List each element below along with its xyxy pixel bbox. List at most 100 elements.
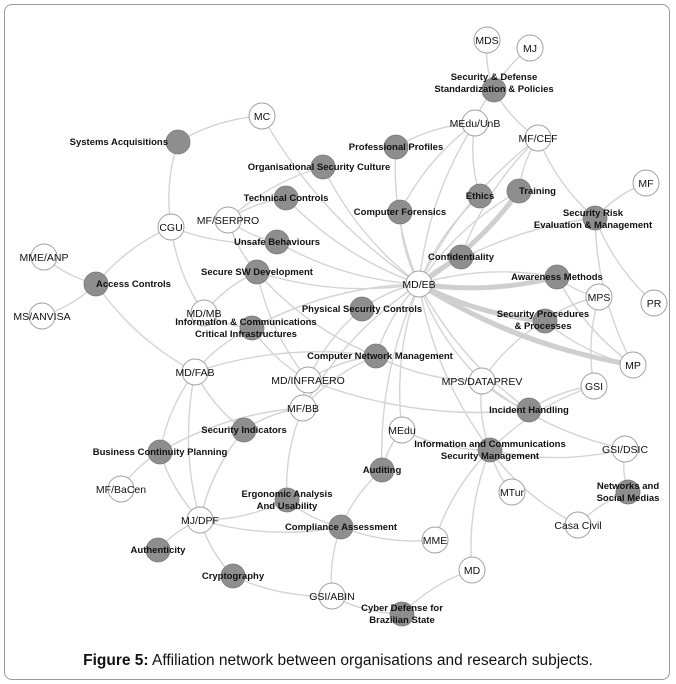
org-label: MEdu/UnB <box>450 118 501 130</box>
topic-label: Systems Acquisitions <box>70 137 168 148</box>
edge-OrgCult-MDEB <box>322 166 420 285</box>
org-circle <box>468 367 496 395</box>
topic-node-unsafe: Unsafe Behaviours <box>234 229 320 255</box>
topic-label: Security & Defense Standardization & Poli… <box>434 72 553 95</box>
org-node-mc: MC <box>248 102 276 130</box>
org-node-mj: MJ <box>516 34 544 62</box>
topic-label: Cyber Defense for Brazilian State <box>361 603 443 626</box>
topic-label: Networks and Social Medias <box>597 481 660 504</box>
org-label: MD <box>464 565 481 577</box>
topic-label: Security Indicators <box>201 425 287 436</box>
topic-circle <box>615 479 641 505</box>
org-label: MD/MB <box>187 308 222 320</box>
topic-node-ergo: Ergonomic Analysis And Usability <box>242 487 333 513</box>
org-label: MJ/DPF <box>181 515 219 527</box>
edge-TechCtrl-MDEB <box>285 197 420 285</box>
org-circle <box>564 511 592 539</box>
edge-InfoCommSec-MD <box>470 449 491 571</box>
org-circle <box>181 358 209 386</box>
org-circle <box>107 475 135 503</box>
topic-label: Ergonomic Analysis And Usability <box>242 489 333 512</box>
org-label: MP <box>625 360 641 372</box>
topic-label: Secure SW Development <box>201 267 314 278</box>
org-label: MF/BaCen <box>96 484 146 496</box>
topic-node-authenticity: Authenticity <box>131 537 186 563</box>
topic-circle <box>532 308 558 334</box>
topic-circle <box>387 199 413 225</box>
org-label: MC <box>254 111 271 123</box>
org-node-medu: MEdu <box>388 416 416 444</box>
edge-MFBB-Ergo <box>285 407 304 501</box>
topic-node-secind: Security Indicators <box>201 417 287 443</box>
topic-node-secrisk: Security Risk Evaluation & Management <box>534 205 653 231</box>
org-circle <box>461 109 489 137</box>
org-label: MDS <box>475 35 498 47</box>
org-node-mds: MDS <box>473 26 501 54</box>
strong-edge-MDEB-MP <box>416 281 636 368</box>
org-circle <box>619 351 647 379</box>
topic-circle <box>310 154 336 180</box>
org-node-mfbacen: MF/BaCen <box>96 475 146 503</box>
topic-node-compfor: Computer Forensics <box>354 199 446 225</box>
edge-MDEB-MEdu <box>399 283 420 431</box>
topic-label: Computer Network Management <box>307 351 454 362</box>
org-node-pr: PR <box>640 289 668 317</box>
org-node-mdeb: MD/EB <box>402 270 436 298</box>
org-label: MD/INFRAERO <box>271 375 345 387</box>
topic-label: Training <box>519 186 556 197</box>
org-node-mme: MME <box>421 526 449 554</box>
org-node-mf: MF <box>632 169 660 197</box>
topic-label: Ethics <box>466 191 495 202</box>
edge-InfoCommSec-GSIDSIC <box>489 448 626 459</box>
topic-circle <box>467 183 493 209</box>
org-label: MD/FAB <box>175 367 214 379</box>
org-node-casacivil: Casa Civil <box>554 511 602 539</box>
strong-edge-MDEB-Awareness <box>416 274 560 291</box>
org-label: MME/ANP <box>19 252 68 264</box>
topic-circle <box>220 563 246 589</box>
org-label: MME <box>423 535 448 547</box>
topic-node-auditing: Auditing <box>363 457 401 483</box>
edge-SecSW-CompNet <box>256 271 377 357</box>
topic-circle <box>477 437 503 463</box>
org-circle <box>214 206 242 234</box>
org-label: MF/SERPRO <box>197 215 259 227</box>
org-label: PR <box>647 298 662 310</box>
topic-node-secproc: Security Procedures & Processes <box>497 308 589 334</box>
topic-label: Incident Handling <box>489 405 569 416</box>
edge-Training-MDEB <box>418 190 520 285</box>
edge-Unsafe-MDEB <box>276 241 420 285</box>
topic-node-techctrl: Technical Controls <box>244 185 328 211</box>
org-label: MPS <box>588 292 611 304</box>
topic-node-incident: Incident Handling <box>489 397 569 423</box>
topic-circle <box>349 296 375 322</box>
org-circle <box>473 26 501 54</box>
org-circle <box>516 34 544 62</box>
edge-CGU-MDMB <box>170 226 205 314</box>
org-node-mdfab: MD/FAB <box>175 358 215 386</box>
topic-node-secdef: Security & Defense Standardization & Poli… <box>434 72 554 103</box>
topic-label: Business Continuity Planning <box>93 447 228 458</box>
topic-label: Physical Security Controls <box>302 304 422 315</box>
topic-node-orgcult: Organisational Security Culture <box>248 154 390 180</box>
topic-circle <box>165 129 191 155</box>
node-layer: MDS MJ Security & Defense Standardization &… <box>13 26 668 627</box>
org-label: MF/BB <box>287 403 319 415</box>
edge-MEduUnB-MDEB <box>418 122 476 285</box>
org-circle <box>190 299 218 327</box>
topic-node-awareness: Awareness Methods <box>511 264 603 290</box>
org-label: MJ <box>523 43 537 55</box>
org-label: MPS/DATAPREV <box>442 376 523 388</box>
topic-node-compliance: Compliance Assessment <box>285 514 398 540</box>
topic-label: Security Risk Evaluation & Management <box>534 208 653 231</box>
org-circle <box>632 169 660 197</box>
org-label: MTur <box>500 487 525 499</box>
topic-node-sysacq: Systems Acquisitions <box>70 129 191 155</box>
topic-label: Unsafe Behaviours <box>234 237 320 248</box>
topic-circle <box>363 343 389 369</box>
org-label: CGU <box>159 222 182 234</box>
org-node-mpsdataprev: MPS/DATAPREV <box>442 367 523 395</box>
topic-node-networks: Networks and Social Medias <box>597 479 660 505</box>
topic-circle <box>448 244 474 270</box>
